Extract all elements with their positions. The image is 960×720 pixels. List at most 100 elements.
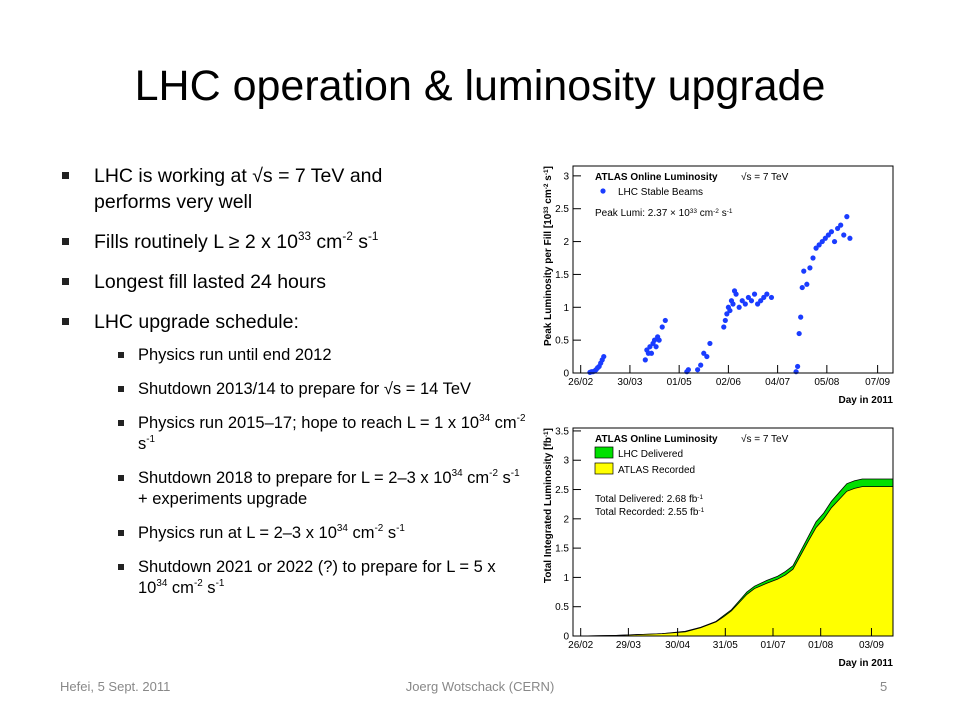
x-tick-label: 30/04	[665, 640, 690, 651]
text-run: Fills routinely L ≥ 2 x 10	[94, 231, 298, 253]
text-run: cm	[543, 189, 554, 206]
text-run: Physics run at L = 2–3 x 10	[138, 524, 337, 542]
data-point	[724, 311, 730, 317]
x-tick-label: 01/08	[808, 640, 833, 651]
superscript: -2	[543, 183, 550, 189]
data-point	[707, 340, 713, 347]
legend-swatch	[594, 462, 614, 475]
data-point	[825, 232, 831, 238]
superscript: -1	[697, 494, 703, 501]
data-point	[816, 242, 822, 248]
x-tick-label: 05/08	[814, 377, 839, 388]
text-run: s	[138, 435, 147, 453]
data-point	[801, 268, 807, 274]
x-tick-label: 31/05	[713, 640, 738, 651]
sub-bullet: Physics run until end 2012	[118, 345, 528, 366]
data-point	[758, 298, 764, 304]
superscript: -1	[396, 523, 405, 535]
superscript: -1	[146, 434, 156, 446]
area	[580, 486, 894, 637]
data-point	[698, 362, 704, 368]
x-axis-label: Day in 2011	[839, 658, 894, 669]
x-tick-label: 30/03	[617, 377, 642, 388]
superscript: -2	[489, 468, 498, 480]
data-point	[642, 357, 648, 363]
data-point	[647, 344, 653, 350]
data-point	[798, 314, 804, 320]
footer-right: 5	[880, 679, 888, 694]
data-point	[727, 307, 733, 314]
data-point	[799, 284, 805, 291]
data-point	[835, 225, 841, 232]
y-tick-label: 2	[563, 514, 569, 525]
superscript: -2	[516, 413, 526, 425]
bullet: Longest fill lasted 24 hours	[60, 269, 454, 295]
text-run: Physics run 2015–17; hope to reach L = 1…	[138, 414, 480, 432]
text-run: s	[543, 175, 554, 184]
data-point	[721, 324, 727, 330]
data-point	[730, 301, 736, 307]
data-point	[736, 304, 742, 310]
x-tick-label: 07/09	[865, 377, 890, 388]
data-point	[659, 324, 665, 330]
superscript: -2	[193, 578, 203, 590]
text-run: cm	[347, 524, 375, 542]
bullet: Fills routinely L ≥ 2 x 1033 cm-2 s-1	[60, 229, 454, 255]
legend-label: ATLAS Recorded	[618, 465, 695, 476]
data-point	[810, 255, 816, 261]
y-tick-label: 1	[563, 303, 569, 314]
data-point	[813, 245, 819, 251]
data-point	[847, 235, 853, 241]
data-point	[685, 367, 691, 373]
data-point	[761, 294, 767, 301]
text-run: Total Integrated Luminosity [fb	[543, 437, 554, 583]
y-tick-label: 2.5	[555, 204, 569, 215]
y-tick-label: 0.5	[555, 602, 569, 613]
annotation: ATLAS Online Luminosity	[595, 434, 718, 445]
text-run: Physics run until end 2012	[138, 346, 332, 364]
sub-bullet: Shutdown 2013/14 to prepare for √s = 14 …	[118, 379, 528, 400]
data-point	[795, 363, 801, 370]
y-tick-label: 3.5	[555, 426, 569, 437]
data-point	[751, 291, 758, 297]
text-run: Peak Lumi: 2.37 × 10	[595, 208, 690, 219]
chart-background	[573, 166, 893, 373]
footer-center: Joerg Wotschack (CERN)	[405, 679, 555, 694]
text-run: + experiments upgrade	[138, 490, 308, 508]
x-tick-label: 26/02	[568, 377, 593, 388]
x-tick-label: 03/09	[859, 640, 884, 651]
superscript: 34	[451, 468, 463, 480]
text-run: s	[202, 579, 216, 597]
annotation: Total Recorded: 2.55 fb-1	[595, 507, 705, 519]
data-point	[841, 232, 847, 238]
superscript: 33	[690, 208, 698, 215]
data-point	[755, 301, 761, 307]
sub-bullet: Shutdown 2021 or 2022 (?) to prepare for…	[118, 557, 528, 599]
annotation: Total Delivered: 2.68 fb-1	[595, 494, 703, 506]
y-tick-label: 3	[563, 171, 569, 182]
text-run: s	[719, 208, 727, 219]
data-point	[739, 298, 745, 304]
superscript: 33	[297, 229, 311, 243]
superscript: -2	[374, 523, 384, 535]
y-tick-label: 1.5	[555, 544, 569, 555]
x-tick-label: 01/05	[667, 377, 692, 388]
data-point	[844, 214, 850, 220]
text-run: cm	[697, 208, 713, 219]
superscript: -1	[543, 431, 550, 437]
superscript: 33	[543, 206, 550, 214]
y-tick-label: 3	[563, 456, 569, 467]
y-tick-label: 0	[563, 632, 569, 643]
legend-label: LHC Stable Beams	[618, 187, 703, 198]
data-point	[651, 337, 658, 343]
bullet: LHC is working at √s = 7 TeV and perform…	[60, 163, 454, 215]
text-run: s	[383, 524, 397, 542]
data-point	[819, 238, 825, 245]
data-point	[662, 317, 668, 324]
text-run: ]	[543, 166, 554, 169]
legend-marker	[600, 188, 606, 194]
text-run: s	[352, 231, 368, 253]
data-point	[653, 344, 659, 350]
x-tick-label: 26/02	[568, 640, 593, 651]
annotation: √s = 7 TeV	[741, 433, 789, 445]
